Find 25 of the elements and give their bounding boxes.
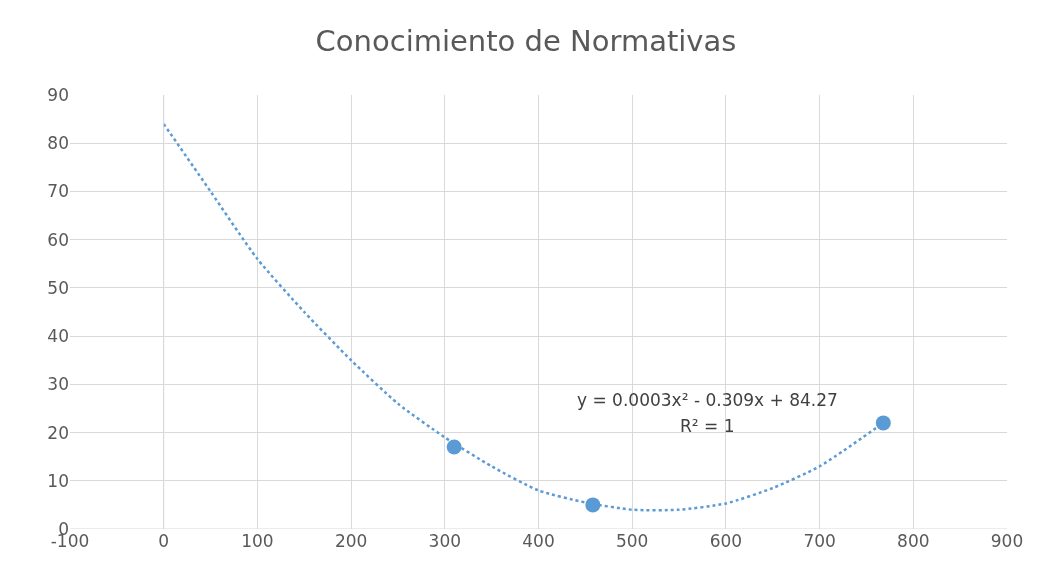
x-tick-label: 100 [241,531,274,551]
point [585,497,601,513]
x-tick-label: 200 [334,531,368,551]
x-tick-label: 300 [428,531,462,551]
y-tick-label: 10 [47,470,69,491]
y-tick-label: 90 [47,84,69,105]
x-tick-label: 900 [990,531,1024,551]
y-tick-label: 50 [47,277,69,298]
annotation: y = 0.0003x² - 0.309x + 84.27 [577,390,838,410]
point [446,439,462,455]
y-tick-label: 20 [47,422,69,443]
x-tick-label: 500 [615,531,649,551]
chart-title: Conocimiento de Normativas [315,23,737,58]
y-tick-label: 30 [47,374,69,395]
x-tick-label: 800 [897,531,930,551]
annotation: R² = 1 [680,416,735,436]
y-tick-label: 60 [47,229,69,250]
x-tick-label: 700 [803,531,836,551]
y-tick-label: 40 [47,326,69,347]
x-tick-label: 400 [522,531,555,551]
y-tick-label: 70 [47,181,69,202]
x-tick-label: 0 [158,531,170,551]
point [875,415,891,431]
x-tick-label: 600 [709,531,743,551]
y-tick-label: 80 [47,133,69,154]
